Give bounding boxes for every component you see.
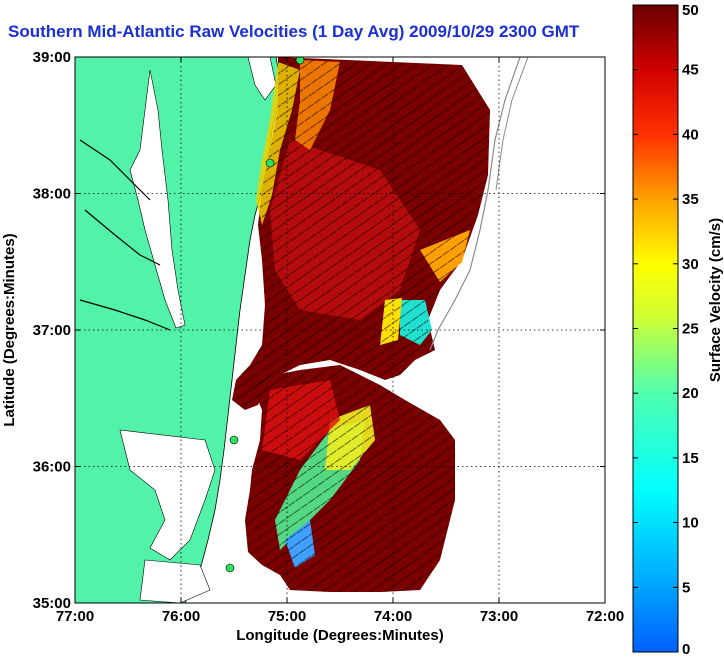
y-tick-labels: 39:00 38:00 37:00 36:00 35:00 (33, 49, 71, 612)
axis-ticks (74, 56, 606, 604)
x-tick-label: 72:00 (586, 608, 624, 625)
y-tick-label: 36:00 (33, 459, 71, 476)
radar-site (295, 57, 305, 65)
delaware-bay (247, 57, 277, 101)
colorbar-tick-label: 35 (682, 191, 699, 208)
velocity-arrows-north (232, 57, 490, 410)
x-tick-label: 73:00 (480, 608, 518, 625)
x-tick-label: 76:00 (162, 608, 200, 625)
colorbar-tick-label: 50 (682, 2, 699, 19)
radar-site (225, 563, 235, 573)
sound-albemarle (119, 429, 216, 561)
x-tick-labels: 77:00 76:00 75:00 74:00 73:00 72:00 (56, 608, 624, 625)
colorbar-tick-label: 10 (682, 515, 699, 532)
colorbar-tick-label: 40 (682, 126, 699, 143)
x-tick-label: 75:00 (268, 608, 306, 625)
chesapeake-bay (129, 69, 186, 329)
bathymetry-contour (429, 57, 521, 351)
colorbar-tick-label: 30 (682, 256, 699, 273)
colorbar-tick-label: 25 (682, 321, 699, 338)
colorbar-tick-label: 0 (682, 641, 690, 658)
grid-lines (75, 57, 605, 603)
colorbar-tick-label: 20 (682, 385, 699, 402)
x-axis-label: Longitude (Degrees:Minutes) (236, 627, 444, 644)
colorbar-tick-label: 45 (682, 62, 699, 79)
colorbar-tick-label: 5 (682, 579, 690, 596)
x-tick-label: 74:00 (374, 608, 412, 625)
river-potomac (79, 139, 151, 201)
river-james (79, 299, 171, 331)
river-rappahannock (84, 209, 161, 266)
sound-pamlico (139, 559, 211, 603)
velocity-arrows-south (245, 365, 455, 592)
y-tick-label: 38:00 (33, 186, 71, 203)
y-tick-label: 37:00 (33, 322, 71, 339)
map-title: Southern Mid-Atlantic Raw Velocities (1 … (8, 22, 580, 41)
colorbar (632, 4, 679, 653)
colorbar-tick-label: 15 (682, 450, 699, 467)
bathymetry-contour-2 (495, 57, 529, 191)
radar-site (229, 435, 239, 445)
x-tick-label: 77:00 (56, 608, 94, 625)
y-tick-label: 39:00 (33, 49, 71, 66)
radar-site (265, 158, 275, 168)
y-axis-label: Latitude (Degrees:Minutes) (1, 233, 18, 426)
colorbar-label: Surface Velocity (cm/s) (707, 218, 724, 382)
y-tick-label: 35:00 (33, 595, 71, 612)
